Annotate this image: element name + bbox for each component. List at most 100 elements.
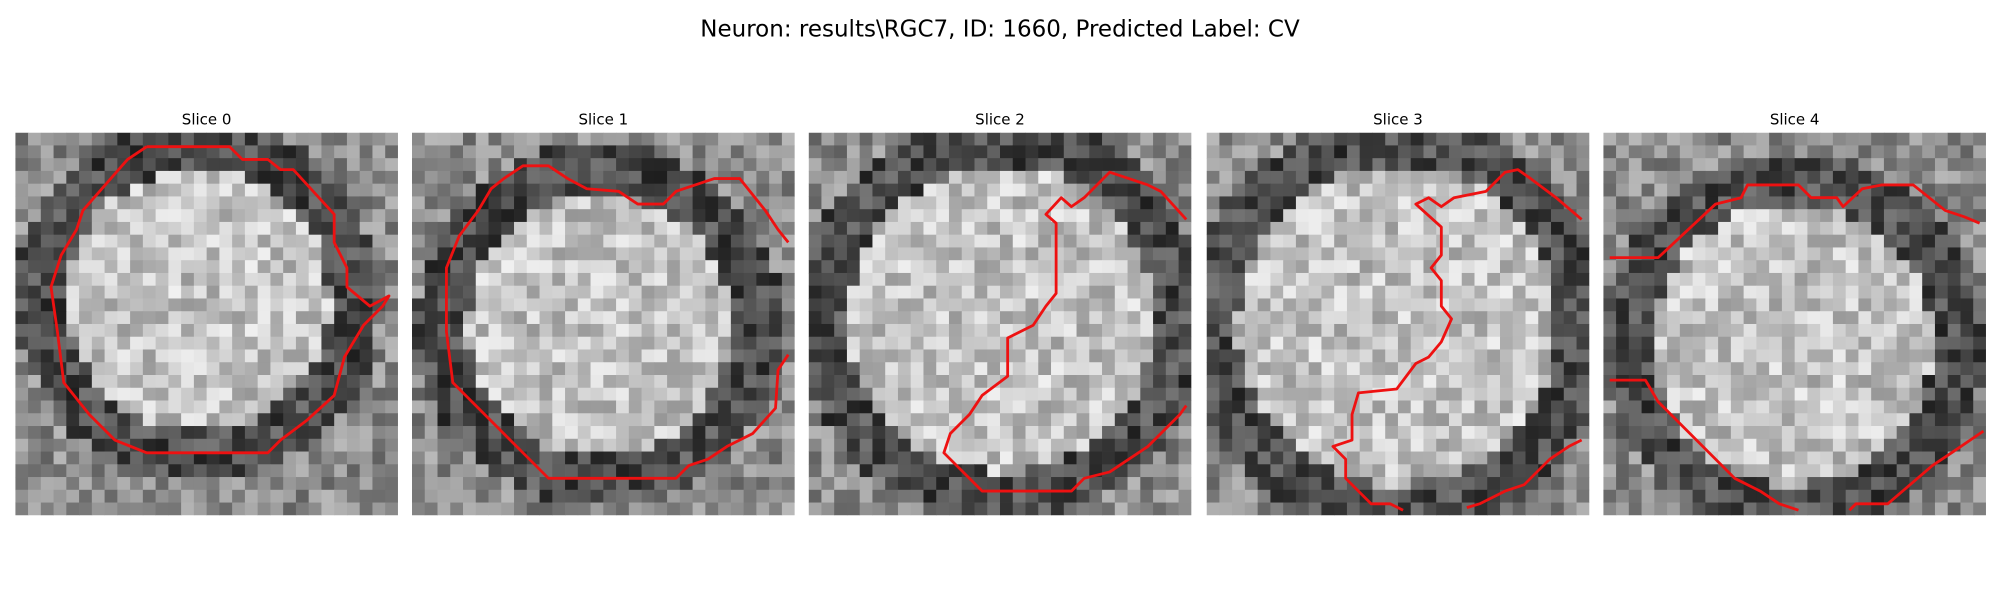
pixel xyxy=(1025,349,1039,363)
pixel xyxy=(654,285,668,299)
pixel xyxy=(1089,349,1103,363)
pixel xyxy=(1270,362,1284,376)
pixel xyxy=(1153,298,1167,312)
pixel xyxy=(1127,311,1141,325)
pixel xyxy=(257,196,271,210)
pixel xyxy=(1474,349,1488,363)
pixel xyxy=(1474,489,1488,503)
pixel xyxy=(257,158,271,172)
pixel xyxy=(1165,132,1179,146)
pixel xyxy=(539,489,553,503)
pixel xyxy=(1153,234,1167,248)
pixel xyxy=(1807,387,1821,401)
pixel xyxy=(1909,400,1923,414)
pixel xyxy=(488,221,502,236)
pixel xyxy=(1359,489,1373,503)
pixel xyxy=(859,323,873,338)
pixel xyxy=(308,349,322,363)
pixel xyxy=(91,209,105,223)
pixel xyxy=(628,247,642,261)
pixel xyxy=(1487,464,1501,478)
pixel xyxy=(1359,183,1373,197)
pixel xyxy=(257,221,271,236)
pixel xyxy=(1283,260,1297,274)
pixel xyxy=(1448,234,1463,248)
pixel xyxy=(654,387,668,401)
pixel xyxy=(974,349,988,363)
pixel xyxy=(565,260,579,274)
pixel xyxy=(936,183,950,197)
pixel xyxy=(654,234,668,248)
pixel xyxy=(552,438,566,452)
pixel xyxy=(1781,451,1796,465)
pixel xyxy=(1232,349,1246,363)
pixel xyxy=(155,132,169,146)
pixel xyxy=(1410,272,1424,287)
pixel xyxy=(1641,477,1655,491)
pixel xyxy=(577,477,591,491)
pixel xyxy=(53,196,67,210)
pixel xyxy=(1551,375,1565,389)
pixel xyxy=(1359,247,1373,261)
pixel xyxy=(539,375,553,389)
pixel xyxy=(577,272,591,287)
pixel xyxy=(411,247,426,261)
pixel xyxy=(859,438,873,452)
pixel xyxy=(526,145,540,159)
pixel xyxy=(1012,387,1026,401)
pixel xyxy=(1178,336,1192,350)
pixel xyxy=(897,145,912,159)
pixel xyxy=(1858,489,1872,503)
pixel xyxy=(232,464,246,478)
pixel xyxy=(705,489,719,503)
pixel xyxy=(463,247,477,261)
pixel xyxy=(1372,234,1386,248)
pixel xyxy=(130,349,144,363)
pixel xyxy=(552,426,566,440)
pixel xyxy=(897,502,912,516)
pixel xyxy=(1705,477,1719,491)
pixel xyxy=(346,260,361,274)
pixel xyxy=(897,426,912,440)
pixel xyxy=(142,426,156,440)
pixel xyxy=(1807,489,1821,503)
pixel xyxy=(244,426,259,440)
pixel xyxy=(1616,311,1630,325)
pixel xyxy=(679,387,693,401)
pixel xyxy=(257,477,271,491)
pixel xyxy=(936,158,950,172)
pixel xyxy=(1794,323,1808,338)
pixel xyxy=(539,387,553,401)
pixel xyxy=(1423,477,1437,491)
pixel xyxy=(1730,489,1745,503)
pixel xyxy=(1487,336,1501,350)
pixel xyxy=(206,336,220,350)
pixel xyxy=(1140,196,1154,210)
pixel xyxy=(1232,400,1246,414)
pixel xyxy=(385,323,398,338)
pixel xyxy=(705,336,719,350)
pixel xyxy=(411,502,426,516)
pixel xyxy=(1692,285,1706,299)
pixel xyxy=(66,400,80,414)
pixel xyxy=(28,336,42,350)
pixel xyxy=(1127,221,1141,236)
pixel xyxy=(718,132,732,146)
pixel xyxy=(385,221,398,236)
pixel xyxy=(1359,413,1373,427)
pixel xyxy=(28,502,42,516)
pixel xyxy=(15,464,29,478)
pixel xyxy=(359,438,373,452)
pixel xyxy=(1871,196,1885,210)
pixel xyxy=(104,183,118,197)
pixel xyxy=(1718,209,1732,223)
pixel xyxy=(1603,311,1617,325)
pixel xyxy=(730,489,745,503)
pixel xyxy=(501,247,515,261)
pixel xyxy=(1563,285,1577,299)
pixel xyxy=(885,413,899,427)
pixel xyxy=(679,336,693,350)
pixel xyxy=(641,489,655,503)
pixel xyxy=(1127,132,1141,146)
pixel xyxy=(1794,196,1808,210)
